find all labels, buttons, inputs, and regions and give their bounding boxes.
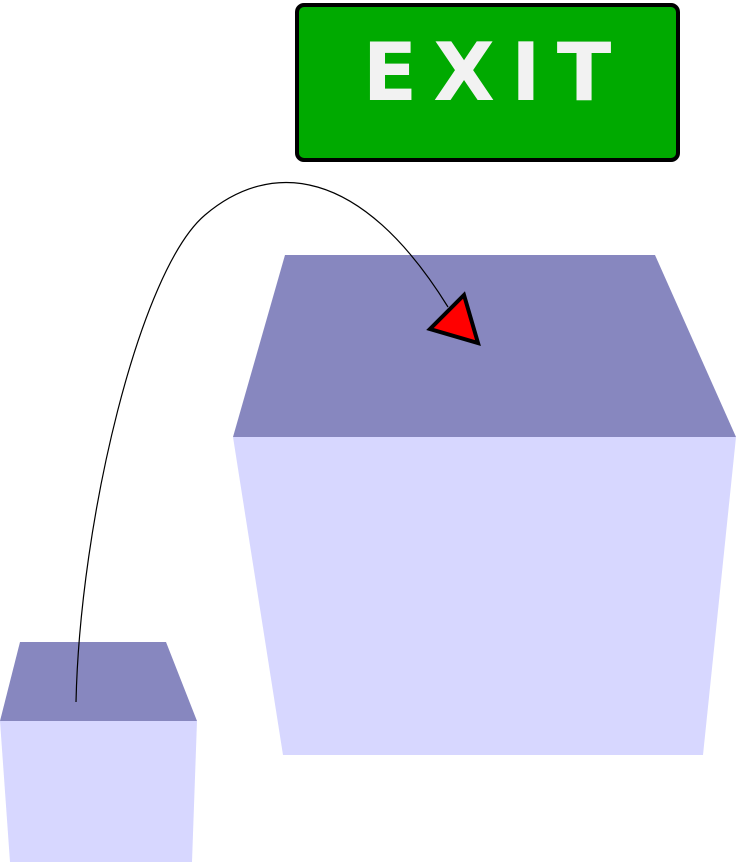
exit-sign-panel [295,3,680,162]
trajectory-arrow [75,181,481,703]
trajectory-curve [75,181,449,703]
large-box-front-face [233,437,736,755]
exit-sign: EXIT [295,3,680,162]
arrow-head-icon [426,291,481,346]
small-box-front-face [0,721,197,862]
small-box [0,642,197,862]
small-box-top-face [0,642,197,721]
exit-sign-label: EXIT [363,26,628,119]
large-box [233,255,736,755]
large-box-top-face [233,255,736,437]
